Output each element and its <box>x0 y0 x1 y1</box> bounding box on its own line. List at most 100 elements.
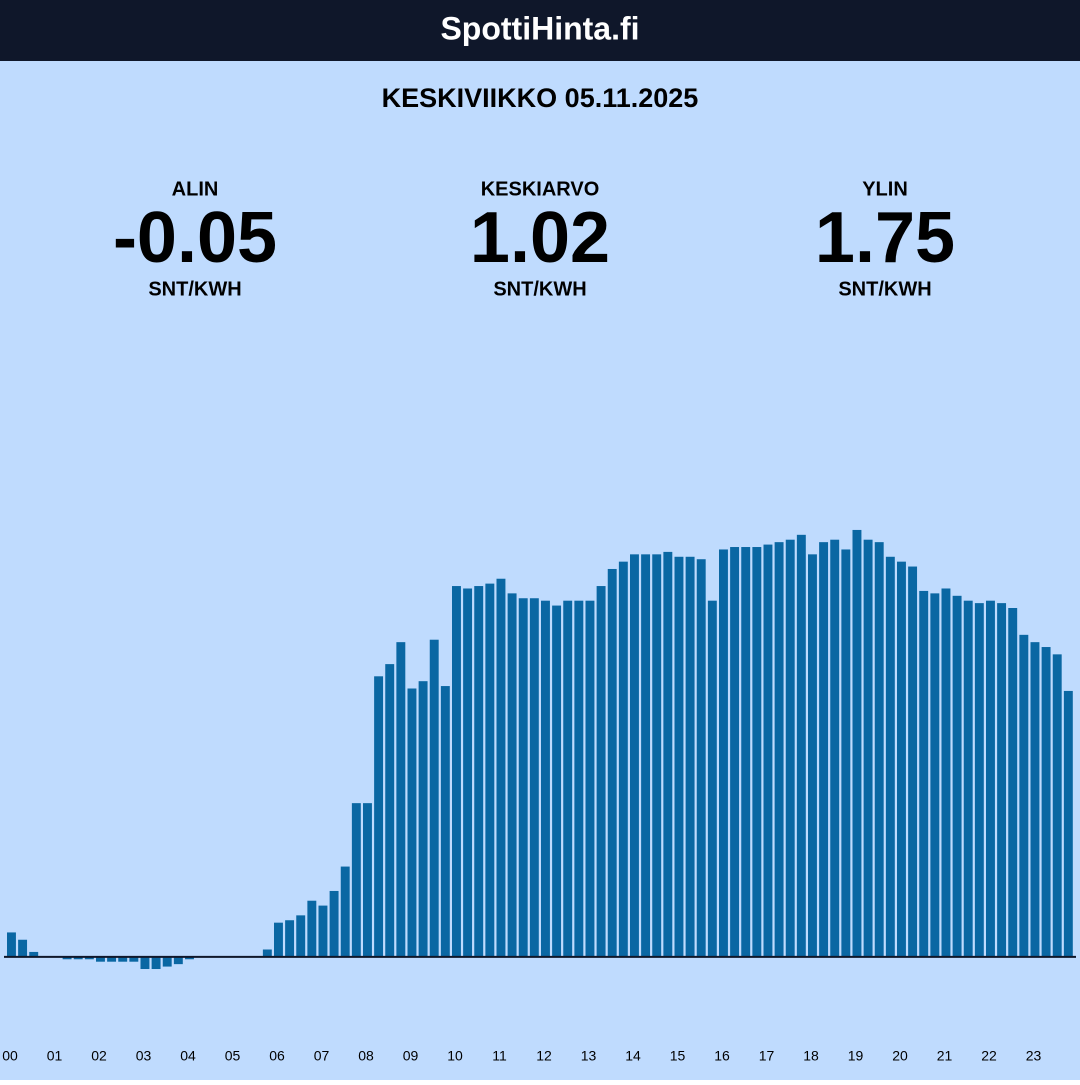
bar <box>485 583 495 957</box>
bar <box>440 686 450 957</box>
bar <box>796 534 806 957</box>
bar <box>262 949 272 957</box>
bar <box>107 956 117 962</box>
stat-value: 1.02 <box>470 198 610 278</box>
bar <box>84 956 94 960</box>
stat-value: -0.05 <box>113 198 277 278</box>
bar <box>908 566 918 957</box>
bar <box>674 556 684 957</box>
bar <box>663 551 673 957</box>
bar <box>641 554 651 957</box>
bar <box>719 549 728 957</box>
bar <box>963 600 973 957</box>
bar <box>173 956 183 965</box>
x-tick-label: 12 <box>536 1048 552 1064</box>
bar <box>952 595 962 957</box>
x-tick-label: 13 <box>581 1048 597 1064</box>
bar <box>885 556 895 957</box>
bar <box>585 600 595 957</box>
bar <box>96 956 105 962</box>
bar <box>351 803 361 957</box>
bar <box>741 547 751 957</box>
bar <box>919 590 929 957</box>
x-tick-label: 11 <box>492 1048 507 1064</box>
bar <box>574 600 584 957</box>
x-tick-label: 02 <box>91 1048 107 1064</box>
bar <box>329 890 339 957</box>
stat-unit: SNT/KWH <box>148 278 241 300</box>
x-tick-label: 10 <box>447 1048 463 1064</box>
stat-unit: SNT/KWH <box>493 278 586 300</box>
bar <box>707 600 717 957</box>
bar <box>941 588 951 957</box>
bar <box>563 600 573 957</box>
x-tick-label: 01 <box>47 1048 63 1064</box>
bar <box>29 951 39 957</box>
bar <box>529 598 539 957</box>
bar <box>340 866 350 957</box>
bar <box>830 539 840 957</box>
bar <box>997 603 1007 957</box>
x-tick-label: 23 <box>1026 1048 1042 1064</box>
bar <box>396 642 406 957</box>
stat-label: ALIN <box>172 178 219 200</box>
bar <box>285 920 295 957</box>
stat-label: YLIN <box>862 178 908 200</box>
x-tick-label: 22 <box>981 1048 997 1064</box>
x-tick-label: 16 <box>714 1048 730 1064</box>
bar <box>763 544 773 957</box>
x-tick-label: 06 <box>269 1048 285 1064</box>
stat-label: KESKIARVO <box>481 178 600 200</box>
stat-unit: SNT/KWH <box>838 278 931 300</box>
header-bar <box>0 0 1080 61</box>
bar <box>274 922 283 957</box>
bar <box>841 549 851 957</box>
bar <box>974 603 984 957</box>
x-tick-label: 21 <box>937 1048 953 1064</box>
bar <box>1063 690 1073 957</box>
x-tick-label: 17 <box>759 1048 775 1064</box>
x-tick-label: 04 <box>180 1048 196 1064</box>
bar <box>652 554 662 957</box>
bar <box>1030 642 1040 957</box>
bar <box>1008 608 1018 957</box>
x-tick-label: 08 <box>358 1048 374 1064</box>
bar <box>863 539 873 957</box>
bar <box>897 561 906 957</box>
bar <box>62 956 72 960</box>
bar <box>363 803 372 957</box>
bar <box>596 586 606 957</box>
bar <box>73 956 83 960</box>
bar <box>140 956 150 970</box>
x-tick-label: 15 <box>670 1048 686 1064</box>
x-tick-label: 07 <box>314 1048 330 1064</box>
bar <box>518 598 528 957</box>
bar <box>118 956 128 962</box>
bar <box>607 568 617 957</box>
bar <box>18 939 28 957</box>
x-tick-label: 00 <box>2 1048 18 1064</box>
bar <box>185 956 194 960</box>
bar <box>296 915 306 957</box>
bar <box>507 593 517 957</box>
x-tick-label: 09 <box>403 1048 419 1064</box>
bar <box>1019 634 1029 957</box>
site-title: SpottiHinta.fi <box>440 10 639 46</box>
bar <box>1041 647 1051 957</box>
x-tick-label: 19 <box>848 1048 864 1064</box>
bar <box>630 554 639 957</box>
bar <box>418 681 428 957</box>
bar <box>541 600 550 957</box>
bar <box>874 542 884 957</box>
bar <box>774 542 784 957</box>
bar <box>930 593 940 957</box>
bar <box>474 586 484 957</box>
bar <box>685 556 695 957</box>
bar <box>696 559 706 957</box>
bar <box>307 900 317 957</box>
bar <box>808 554 817 957</box>
bar <box>785 539 795 957</box>
